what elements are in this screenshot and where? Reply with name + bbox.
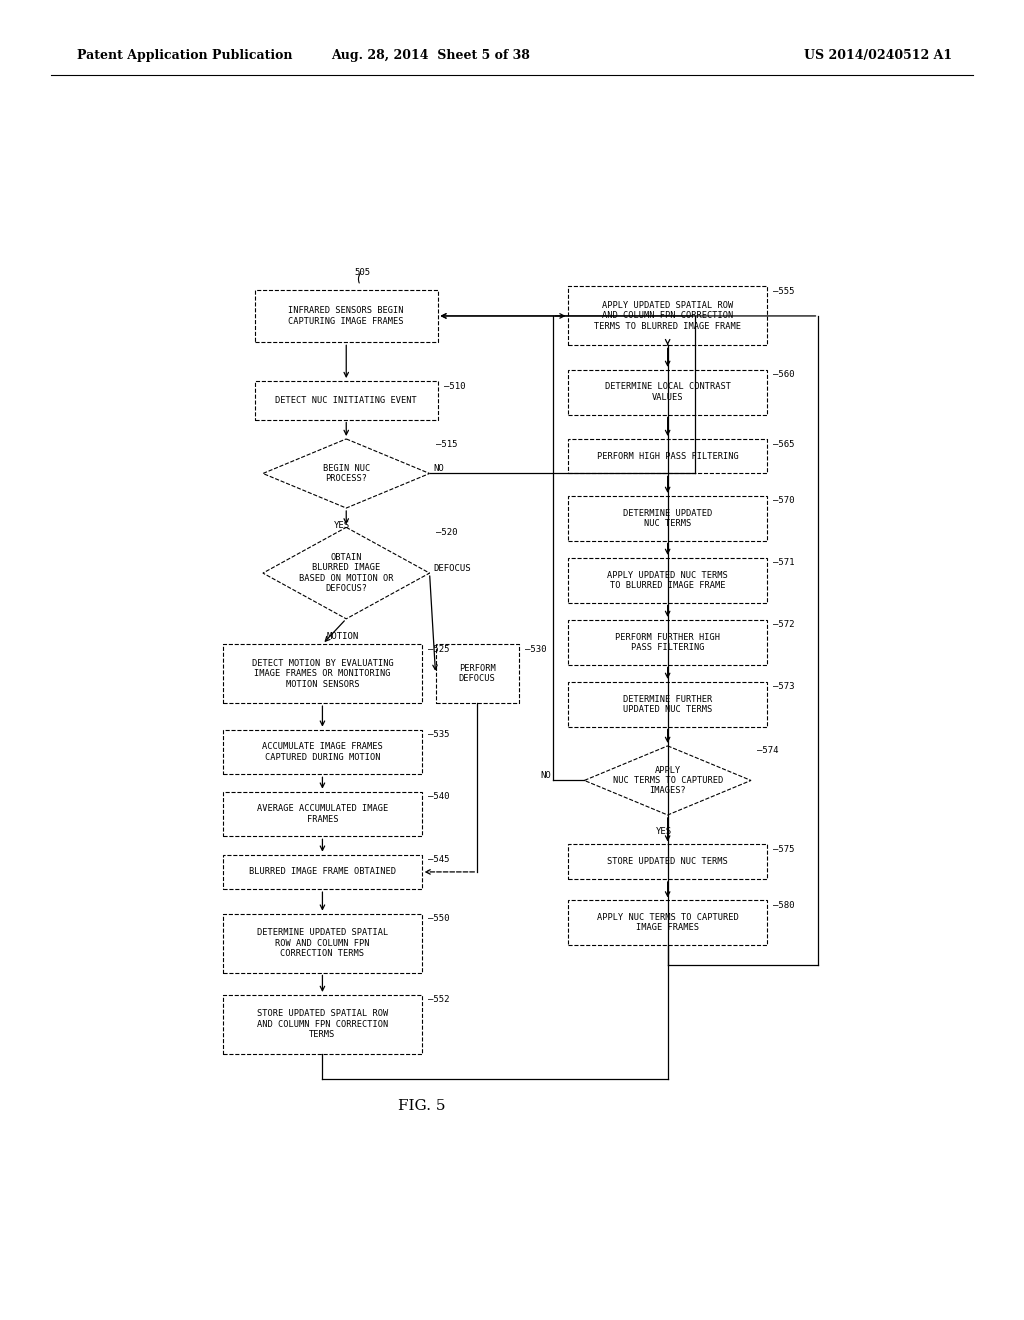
Text: —575: —575 <box>773 845 795 854</box>
Polygon shape <box>585 746 751 814</box>
Polygon shape <box>263 440 430 508</box>
FancyBboxPatch shape <box>223 913 422 973</box>
Text: APPLY UPDATED SPATIAL ROW
AND COLUMN FPN CORRECTION
TERMS TO BLURRED IMAGE FRAME: APPLY UPDATED SPATIAL ROW AND COLUMN FPN… <box>594 301 741 331</box>
Text: APPLY NUC TERMS TO CAPTURED
IMAGE FRAMES: APPLY NUC TERMS TO CAPTURED IMAGE FRAMES <box>597 913 738 932</box>
Text: STORE UPDATED SPATIAL ROW
AND COLUMN FPN CORRECTION
TERMS: STORE UPDATED SPATIAL ROW AND COLUMN FPN… <box>257 1010 388 1039</box>
Text: —540: —540 <box>428 792 450 801</box>
FancyBboxPatch shape <box>223 730 422 775</box>
Text: PERFORM
DEFOCUS: PERFORM DEFOCUS <box>459 664 496 684</box>
Text: —571: —571 <box>773 558 795 568</box>
Text: PERFORM HIGH PASS FILTERING: PERFORM HIGH PASS FILTERING <box>597 451 738 461</box>
Text: Patent Application Publication: Patent Application Publication <box>77 49 292 62</box>
FancyBboxPatch shape <box>568 620 767 664</box>
Text: OBTAIN
BLURRED IMAGE
BASED ON MOTION OR
DEFOCUS?: OBTAIN BLURRED IMAGE BASED ON MOTION OR … <box>299 553 393 593</box>
Text: STORE UPDATED NUC TERMS: STORE UPDATED NUC TERMS <box>607 857 728 866</box>
Text: —570: —570 <box>773 496 795 506</box>
Text: AVERAGE ACCUMULATED IMAGE
FRAMES: AVERAGE ACCUMULATED IMAGE FRAMES <box>257 804 388 824</box>
Text: DETERMINE LOCAL CONTRAST
VALUES: DETERMINE LOCAL CONTRAST VALUES <box>604 383 731 401</box>
Text: —530: —530 <box>525 645 547 653</box>
FancyBboxPatch shape <box>568 682 767 726</box>
Text: YES: YES <box>655 828 672 836</box>
Text: DETECT MOTION BY EVALUATING
IMAGE FRAMES OR MONITORING
MOTION SENSORS: DETECT MOTION BY EVALUATING IMAGE FRAMES… <box>252 659 393 689</box>
Text: NO: NO <box>433 463 444 473</box>
Text: —520: —520 <box>436 528 458 537</box>
FancyBboxPatch shape <box>568 558 767 602</box>
Text: —545: —545 <box>428 855 450 865</box>
Text: PERFORM FURTHER HIGH
PASS FILTERING: PERFORM FURTHER HIGH PASS FILTERING <box>615 632 720 652</box>
Text: —560: —560 <box>773 371 795 379</box>
Text: ACCUMULATE IMAGE FRAMES
CAPTURED DURING MOTION: ACCUMULATE IMAGE FRAMES CAPTURED DURING … <box>262 742 383 762</box>
FancyBboxPatch shape <box>568 440 767 474</box>
Text: —572: —572 <box>773 620 795 630</box>
Text: —565: —565 <box>773 440 795 449</box>
Text: YES: YES <box>334 521 350 531</box>
Text: US 2014/0240512 A1: US 2014/0240512 A1 <box>804 49 952 62</box>
FancyBboxPatch shape <box>223 854 422 890</box>
FancyBboxPatch shape <box>435 644 519 704</box>
Text: —515: —515 <box>436 440 458 449</box>
Text: INFRARED SENSORS BEGIN
CAPTURING IMAGE FRAMES: INFRARED SENSORS BEGIN CAPTURING IMAGE F… <box>289 306 404 326</box>
Text: —555: —555 <box>773 286 795 296</box>
Text: BLURRED IMAGE FRAME OBTAINED: BLURRED IMAGE FRAME OBTAINED <box>249 867 396 876</box>
Text: —525: —525 <box>428 645 450 653</box>
Text: Aug. 28, 2014  Sheet 5 of 38: Aug. 28, 2014 Sheet 5 of 38 <box>331 49 529 62</box>
Text: —510: —510 <box>443 381 465 391</box>
Text: BEGIN NUC
PROCESS?: BEGIN NUC PROCESS? <box>323 463 370 483</box>
FancyBboxPatch shape <box>223 644 422 704</box>
Polygon shape <box>263 528 430 619</box>
Text: 505: 505 <box>354 268 370 277</box>
Text: APPLY UPDATED NUC TERMS
TO BLURRED IMAGE FRAME: APPLY UPDATED NUC TERMS TO BLURRED IMAGE… <box>607 570 728 590</box>
FancyBboxPatch shape <box>255 381 437 420</box>
Text: DETECT NUC INITIATING EVENT: DETECT NUC INITIATING EVENT <box>275 396 417 405</box>
FancyBboxPatch shape <box>568 845 767 879</box>
Text: FIG. 5: FIG. 5 <box>398 1098 445 1113</box>
Text: —580: —580 <box>773 902 795 909</box>
Text: —552: —552 <box>428 995 450 1005</box>
Text: DEFOCUS: DEFOCUS <box>433 564 471 573</box>
Text: —573: —573 <box>773 682 795 692</box>
FancyBboxPatch shape <box>255 289 437 342</box>
Text: DETERMINE UPDATED SPATIAL
ROW AND COLUMN FPN
CORRECTION TERMS: DETERMINE UPDATED SPATIAL ROW AND COLUMN… <box>257 928 388 958</box>
Text: —574: —574 <box>758 747 779 755</box>
Text: NO: NO <box>541 771 551 780</box>
Text: —550: —550 <box>428 915 450 923</box>
Text: DETERMINE FURTHER
UPDATED NUC TERMS: DETERMINE FURTHER UPDATED NUC TERMS <box>623 694 713 714</box>
FancyBboxPatch shape <box>568 496 767 541</box>
FancyBboxPatch shape <box>223 792 422 837</box>
FancyBboxPatch shape <box>223 995 422 1053</box>
FancyBboxPatch shape <box>568 370 767 414</box>
Text: MOTION: MOTION <box>327 632 358 642</box>
FancyBboxPatch shape <box>568 286 767 346</box>
Text: —535: —535 <box>428 730 450 739</box>
Text: DETERMINE UPDATED
NUC TERMS: DETERMINE UPDATED NUC TERMS <box>623 508 713 528</box>
FancyBboxPatch shape <box>568 900 767 945</box>
Text: APPLY
NUC TERMS TO CAPTURED
IMAGES?: APPLY NUC TERMS TO CAPTURED IMAGES? <box>612 766 723 796</box>
